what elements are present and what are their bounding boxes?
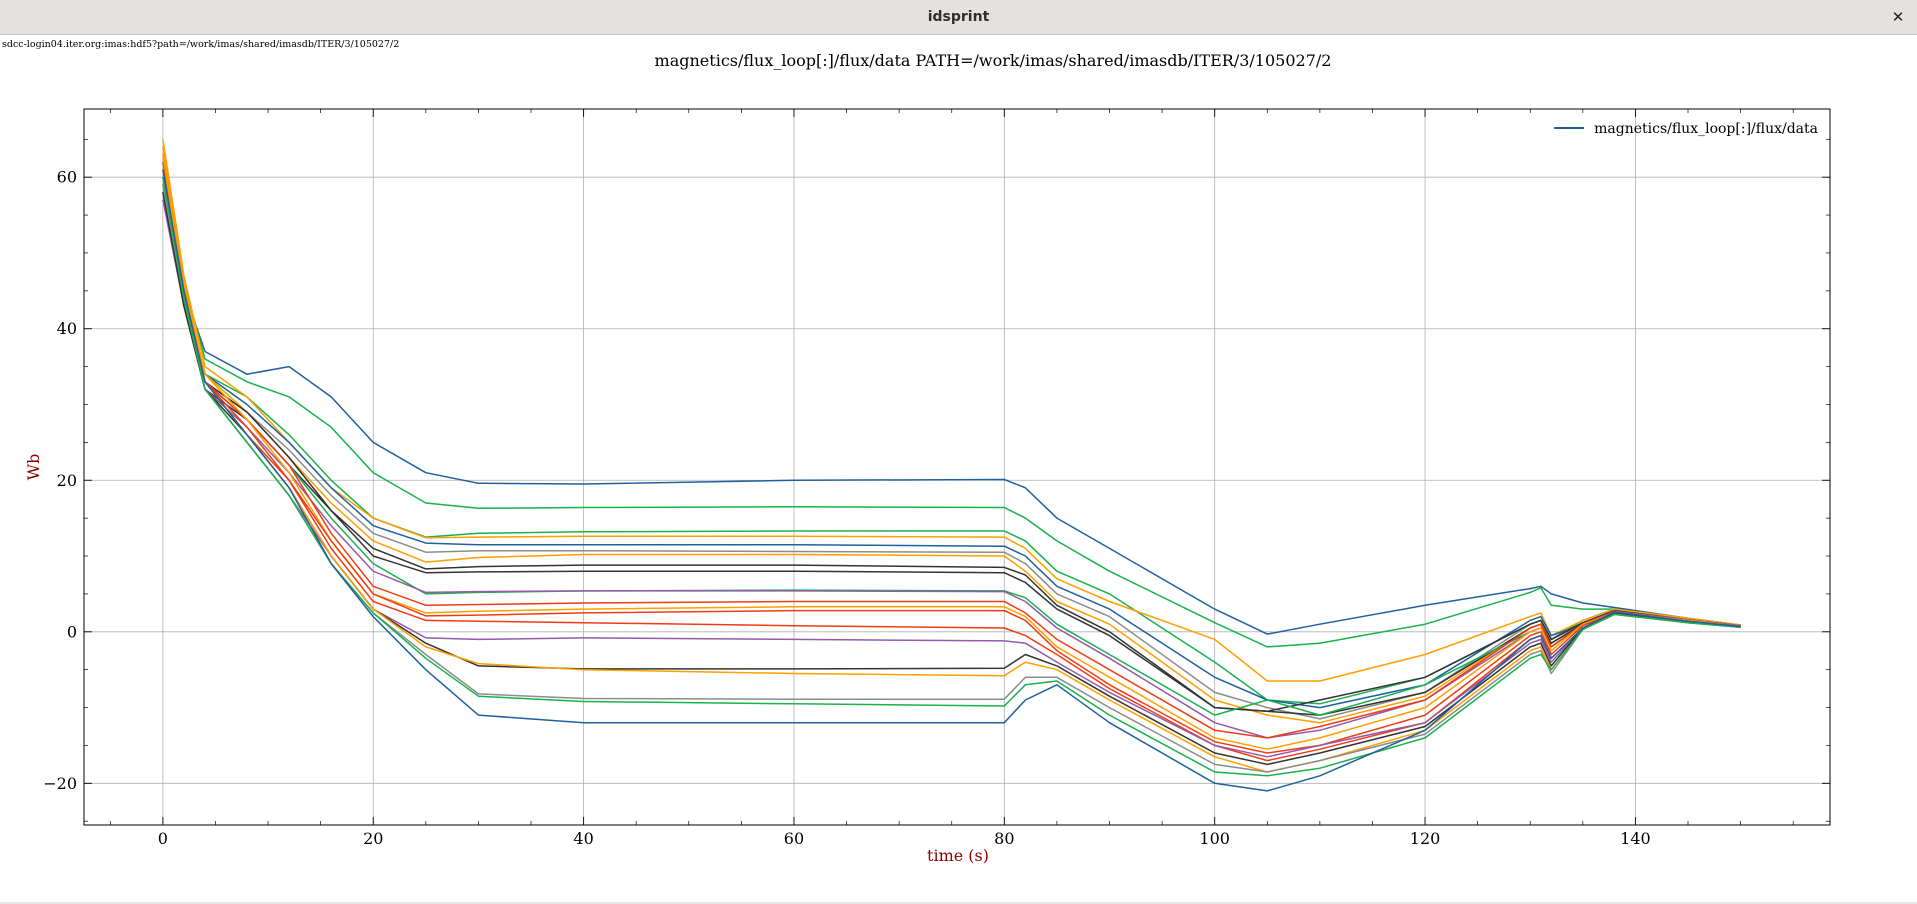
source-url: sdcc-login04.iter.org:imas:hdf5?path=/wo…: [2, 39, 400, 50]
x-tick-label: 80: [994, 829, 1014, 848]
series-line-2: [162, 161, 1741, 648]
x-tick-label: 20: [363, 829, 383, 848]
legend-label: magnetics/flux_loop[:]/flux/data: [1594, 121, 1818, 137]
series-line-21: [162, 169, 1741, 792]
y-tick-label: 20: [57, 471, 77, 490]
y-tick-label: −20: [43, 774, 77, 793]
series-line-20: [162, 177, 1741, 777]
x-tick-label: 100: [1199, 829, 1230, 848]
series-line-12: [162, 184, 1741, 739]
series-line-9: [162, 192, 1741, 713]
series-line-19: [162, 184, 1741, 773]
close-icon[interactable]: ✕: [1891, 8, 1905, 26]
x-tick-label: 40: [573, 829, 593, 848]
series-line-5: [162, 177, 1741, 709]
series-line-6: [162, 184, 1741, 720]
series-line-18: [162, 154, 1741, 773]
series-line-16: [162, 199, 1741, 758]
x-axis-label: time (s): [927, 846, 989, 865]
x-tick-label: 140: [1620, 829, 1651, 848]
x-tick-label: 120: [1410, 829, 1441, 848]
series-line-13: [162, 146, 1741, 750]
series-line-8: [162, 184, 1741, 716]
x-tick-label: 0: [158, 829, 168, 848]
x-tick-label: 60: [784, 829, 804, 848]
series-group: [162, 139, 1741, 792]
window-titlebar: idsprint ✕: [0, 0, 1917, 35]
y-tick-label: 60: [57, 168, 77, 187]
chart-title: magnetics/flux_loop[:]/flux/data PATH=/w…: [655, 51, 1332, 70]
y-tick-label: 40: [57, 319, 77, 338]
y-tick-label: 0: [67, 622, 77, 641]
window-bottom-border: [0, 902, 1917, 904]
y-axis-label: Wb: [24, 454, 43, 481]
window-title: idsprint: [927, 9, 990, 25]
series-line-1: [162, 177, 1741, 635]
plot-frame: [83, 108, 1831, 826]
